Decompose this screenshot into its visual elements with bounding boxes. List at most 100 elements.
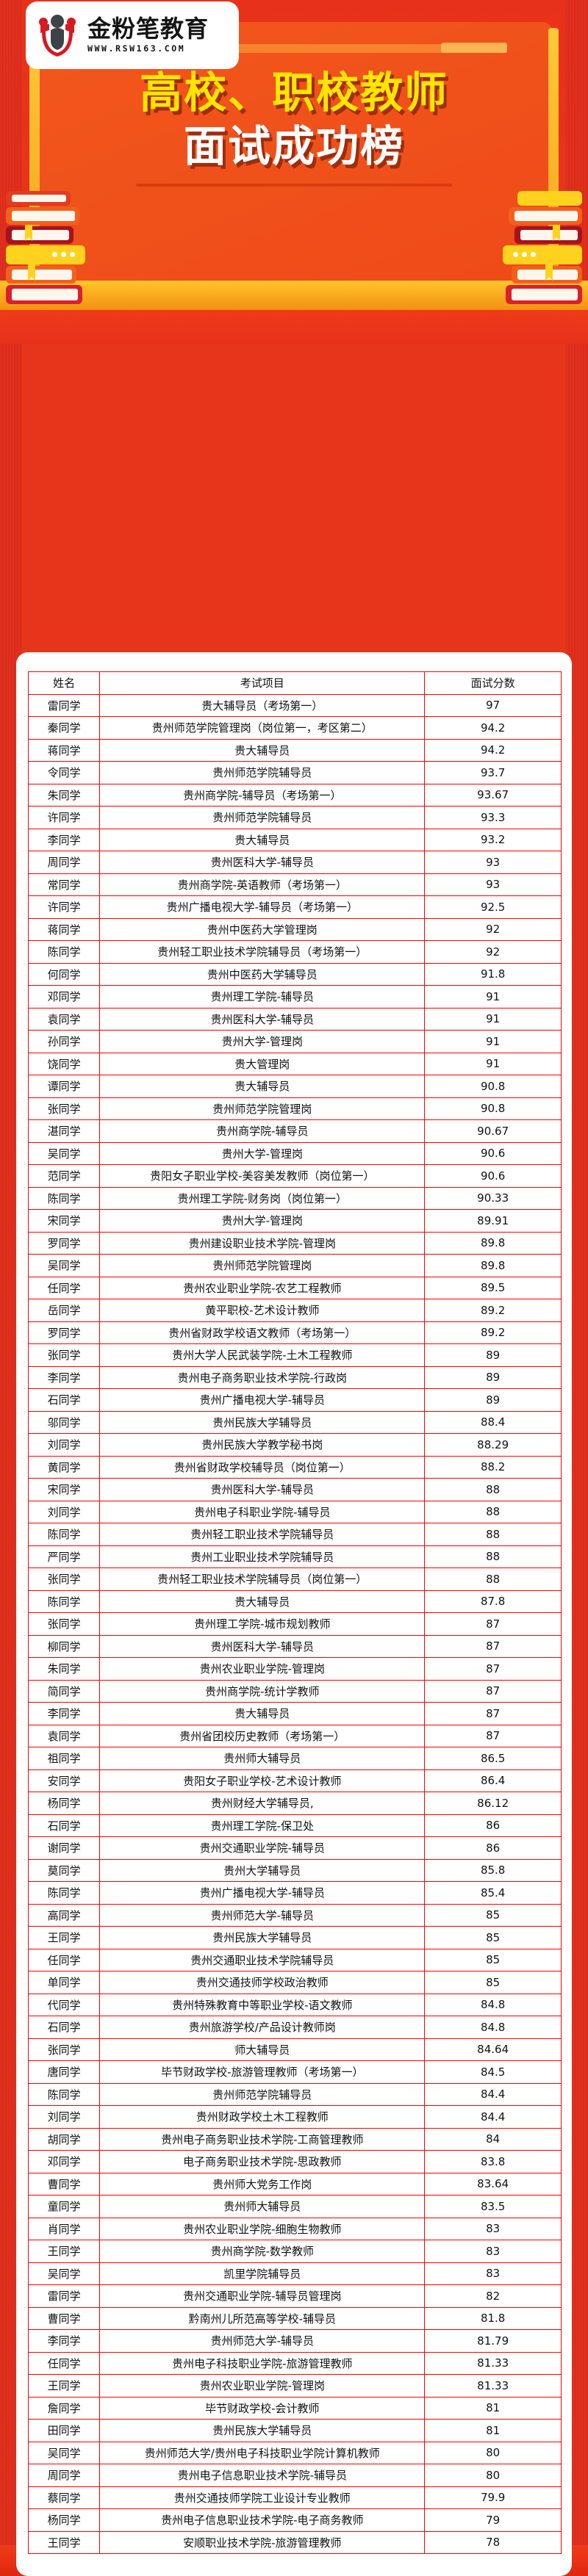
- cell-name: 曹同学: [27, 2172, 101, 2196]
- cell-score: 87: [424, 1612, 562, 1636]
- table-row: 陈同学 贵州理工学院-财务岗（岗位第一） 90.33: [27, 1186, 562, 1210]
- cell-name: 张同学: [27, 1567, 101, 1591]
- cell-exam-item: 贵州师范学院辅导员: [99, 2082, 426, 2106]
- cell-name: 许同学: [27, 895, 101, 919]
- cell-name: 张同学: [27, 1612, 101, 1636]
- cell-exam-item: 贵州医科大学-辅导员: [99, 1634, 426, 1658]
- cell-exam-item: 贵州农业职业学院-农艺工程教师: [99, 1276, 426, 1299]
- table-row: 罗同学 贵州省财政学校语文教师（考场第一） 89.2: [27, 1321, 562, 1344]
- cell-name: 孙同学: [27, 1030, 101, 1053]
- table-row: 刘同学 贵州电子科职业学院-辅导员 88: [27, 1500, 562, 1523]
- cell-name: 严同学: [27, 1545, 101, 1568]
- table-row: 周同学 贵州电子信息职业技术学院-辅导员 80: [27, 2464, 562, 2487]
- cell-exam-item: 贵州医科大学-辅导员: [99, 851, 426, 874]
- table-row: 石同学 贵州理工学院-保卫处 86: [27, 1814, 562, 1837]
- table-header-row: 姓名 考试项目 面试分数: [27, 671, 562, 695]
- cell-score: 87: [424, 1679, 562, 1703]
- cell-exam-item: 贵阳女子职业学校-美容美发教师（岗位第一）: [99, 1164, 426, 1188]
- cell-name: 黄同学: [27, 1455, 101, 1479]
- cell-exam-item: 黔南州儿所范高等学校-辅导员: [99, 2306, 426, 2330]
- cell-name: 石同学: [27, 1388, 101, 1412]
- cell-name: 陈同学: [27, 1186, 101, 1210]
- table-row: 许同学 贵州广播电视大学-辅导员（考场第一） 92.5: [27, 895, 562, 919]
- cell-name: 李同学: [27, 828, 101, 851]
- cell-name: 詹同学: [27, 2396, 101, 2420]
- table-row: 宋同学 贵州大学-管理岗 89.91: [27, 1209, 562, 1233]
- cell-score: 92: [424, 917, 562, 941]
- table-row: 任同学 贵州交通职业技术学院辅导员 85: [27, 1948, 562, 1971]
- table-row: 陈同学 贵州轻工职业技术学院辅导员 88: [27, 1523, 562, 1546]
- table-row: 蒋同学 贵大辅导员 94.2: [27, 738, 562, 762]
- cell-name: 杨同学: [27, 2508, 101, 2532]
- cell-exam-item: 贵大辅导员: [99, 1075, 426, 1098]
- cell-name: 张同学: [27, 1097, 101, 1120]
- column-header-score: 面试分数: [424, 671, 562, 695]
- table-row: 简同学 贵州商学院-统计学教师 87: [27, 1679, 562, 1703]
- cell-exam-item: 贵州理工学院-城市规划教师: [99, 1612, 426, 1636]
- cell-score: 79: [424, 2508, 562, 2532]
- cell-score: 86: [424, 1836, 562, 1860]
- cell-score: 94.2: [424, 738, 562, 762]
- trophy-person-icon: [33, 11, 82, 59]
- table-row: 杨同学 贵州电子信息职业技术学院-电子商务教师 79: [27, 2508, 562, 2532]
- cell-exam-item: 贵州医科大学-辅导员: [99, 1007, 426, 1031]
- cell-exam-item: 贵州师范学院辅导员: [99, 806, 426, 829]
- cell-score: 85: [424, 1926, 562, 1949]
- cell-exam-item: 贵州中医药大学辅导员: [99, 962, 426, 986]
- cell-score: 83.64: [424, 2172, 562, 2196]
- cell-name: 雷同学: [27, 693, 101, 717]
- cell-score: 80: [424, 2464, 562, 2487]
- cell-score: 85.8: [424, 1858, 562, 1882]
- table-row: 陈同学 贵大辅导员 87.8: [27, 1590, 562, 1613]
- cell-exam-item: 贵大辅导员: [99, 738, 426, 762]
- table-row: 邓同学 电子商务职业技术学院-思政教师 83.8: [27, 2150, 562, 2173]
- cell-exam-item: 贵州商学院-辅导员（考场第一）: [99, 783, 426, 807]
- cell-score: 94.2: [424, 716, 562, 740]
- cell-name: 陈同学: [27, 1590, 101, 1613]
- cell-exam-item: 贵州轻工职业技术学院辅导员: [99, 1523, 426, 1546]
- table-row: 宋同学 贵州医科大学-辅导员 88: [27, 1478, 562, 1501]
- cell-score: 87: [424, 1702, 562, 1725]
- table-row: 杨同学 贵州财经大学辅导员, 86.12: [27, 1792, 562, 1815]
- table-row: 严同学 贵州工业职业技术学院辅导员 88: [27, 1545, 562, 1568]
- brand-name: 金粉笔教育: [87, 15, 209, 43]
- cell-name: 蔡同学: [27, 2486, 101, 2509]
- cell-name: 湛同学: [27, 1119, 101, 1143]
- table-row: 祖同学 贵州师大辅导员 86.5: [27, 1747, 562, 1770]
- cell-exam-item: 贵州省财政学校辅导员（岗位第一）: [99, 1455, 426, 1479]
- cell-score: 89.2: [424, 1321, 562, 1344]
- cell-score: 85: [424, 1948, 562, 1971]
- table-row: 莫同学 贵州大学辅导员 85.8: [27, 1858, 562, 1882]
- cell-score: 91: [424, 1007, 562, 1031]
- cell-name: 柳同学: [27, 1634, 101, 1658]
- cell-score: 88.2: [424, 1455, 562, 1479]
- cell-name: 邓同学: [27, 985, 101, 1009]
- cell-name: 刘同学: [27, 1433, 101, 1457]
- cell-score: 85.4: [424, 1881, 562, 1905]
- ranking-table: 姓名 考试项目 面试分数 雷同学 贵大辅导员（考场第一） 97 秦同学 贵州师范学院管理…: [27, 671, 562, 2554]
- cell-name: 罗同学: [27, 1231, 101, 1255]
- cell-score: 93: [424, 873, 562, 896]
- cell-name: 邓同学: [27, 2150, 101, 2173]
- cell-exam-item: 贵州师范学院管理岗（岗位第一，考区第二）: [99, 716, 426, 740]
- cell-score: 89.2: [424, 1299, 562, 1322]
- table-row: 何同学 贵州中医药大学辅导员 91.8: [27, 962, 562, 986]
- cell-exam-item: 贵州理工学院-保卫处: [99, 1814, 426, 1837]
- cell-exam-item: 贵阳女子职业学校-艺术设计教师: [99, 1769, 426, 1792]
- cell-exam-item: 贵州交通职业技术学院辅导员: [99, 1948, 426, 1971]
- cell-name: 任同学: [27, 2351, 101, 2375]
- cell-name: 朱同学: [27, 783, 101, 807]
- cell-exam-item: 贵州理工学院-财务岗（岗位第一）: [99, 1186, 426, 1210]
- cell-name: 童同学: [27, 2195, 101, 2218]
- table-row: 谭同学 贵大辅导员 90.8: [27, 1075, 562, 1098]
- cell-score: 97: [424, 693, 562, 717]
- cell-score: 86.12: [424, 1792, 562, 1815]
- cell-name: 胡同学: [27, 2127, 101, 2151]
- cell-exam-item: 贵州大学-管理岗: [99, 1209, 426, 1233]
- cell-name: 李同学: [27, 1365, 101, 1389]
- cell-name: 石同学: [27, 2016, 101, 2039]
- cell-exam-item: 贵州财经大学辅导员,: [99, 1792, 426, 1815]
- cell-exam-item: 贵州广播电视大学-辅导员: [99, 1881, 426, 1905]
- table-row: 石同学 贵州旅游学校/产品设计教师岗 84.8: [27, 2016, 562, 2039]
